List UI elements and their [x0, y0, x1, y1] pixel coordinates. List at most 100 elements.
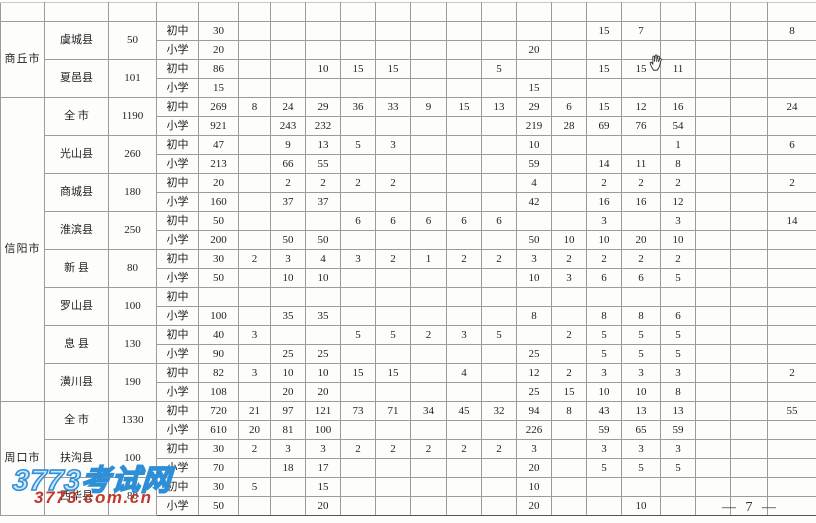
value-cell: 9 — [410, 96, 447, 117]
value-cell — [767, 77, 816, 98]
value-cell — [238, 229, 271, 250]
total-cell: 80 — [108, 476, 157, 516]
value-cell — [551, 20, 587, 41]
level-cell: 小学 — [156, 305, 199, 326]
value-cell — [767, 229, 816, 250]
value-cell: 25 — [516, 381, 552, 402]
table-row: 小学 200 50 50 50 10 10 20 10 — [1, 229, 816, 250]
value-cell — [695, 248, 731, 269]
value-cell — [767, 457, 816, 478]
total-cell: 180 — [108, 172, 157, 212]
value-cell — [340, 267, 376, 288]
value-cell: 720 — [198, 400, 239, 421]
table-cell — [305, 2, 341, 22]
level-cell: 小学 — [156, 229, 199, 250]
value-cell — [446, 495, 482, 516]
value-cell: 2 — [481, 438, 517, 459]
value-cell — [340, 381, 376, 402]
value-cell — [551, 419, 587, 440]
value-cell: 59 — [586, 419, 622, 440]
table-cell — [156, 2, 199, 22]
value-cell: 59 — [516, 153, 552, 174]
value-cell: 10 — [270, 362, 306, 383]
total-cell: 100 — [108, 438, 157, 478]
value-cell: 20 — [238, 419, 271, 440]
value-cell: 2 — [375, 438, 411, 459]
value-cell — [586, 77, 622, 98]
level-cell: 初中 — [156, 362, 199, 383]
value-cell — [481, 77, 517, 98]
value-cell — [695, 343, 731, 364]
value-cell — [270, 58, 306, 79]
value-cell: 15 — [375, 58, 411, 79]
value-cell — [238, 457, 271, 478]
value-cell — [730, 267, 768, 288]
level-cell: 小学 — [156, 495, 199, 516]
value-cell — [238, 191, 271, 212]
value-cell: 3 — [586, 438, 622, 459]
value-cell — [340, 39, 376, 60]
value-cell: 5 — [660, 343, 696, 364]
value-cell: 4 — [516, 172, 552, 193]
value-cell — [375, 267, 411, 288]
value-cell: 8 — [586, 305, 622, 326]
value-cell — [767, 343, 816, 364]
value-cell — [660, 286, 696, 307]
value-cell: 47 — [198, 134, 239, 155]
value-cell — [481, 172, 517, 193]
value-cell: 15 — [340, 58, 376, 79]
value-cell: 2 — [621, 248, 661, 269]
county-cell: 夏邑县 — [44, 58, 109, 98]
value-cell: 55 — [767, 400, 816, 421]
table-row: 周口市全 市 1330 初中 720 21 97 121 73 71 34 45 32 94 8 43 13 1… — [0, 400, 816, 516]
value-cell — [695, 381, 731, 402]
value-cell: 10 — [516, 476, 552, 497]
value-cell: 6 — [586, 267, 622, 288]
value-cell: 8 — [767, 20, 816, 41]
county-cell: 息 县 — [44, 324, 109, 364]
value-cell: 5 — [586, 324, 622, 345]
value-cell: 5 — [660, 324, 696, 345]
table-cell — [270, 2, 306, 22]
value-cell — [340, 476, 376, 497]
value-cell: 29 — [516, 96, 552, 117]
level-cell: 小学 — [156, 115, 199, 136]
value-cell — [481, 476, 517, 497]
value-cell — [551, 438, 587, 459]
city-cell: 信阳市 — [0, 96, 45, 402]
value-cell: 36 — [340, 96, 376, 117]
value-cell: 50 — [198, 210, 239, 231]
value-cell: 20 — [516, 495, 552, 516]
value-cell: 73 — [340, 400, 376, 421]
value-cell: 6 — [660, 305, 696, 326]
value-cell — [446, 381, 482, 402]
level-cell: 小学 — [156, 343, 199, 364]
value-cell: 5 — [340, 324, 376, 345]
table-row: 小学 108 20 20 25 15 10 10 8 — [1, 381, 816, 402]
value-cell: 2 — [586, 172, 622, 193]
level-cell: 初中 — [156, 210, 199, 231]
value-cell — [695, 419, 731, 440]
value-cell: 13 — [481, 96, 517, 117]
value-cell — [340, 457, 376, 478]
value-cell — [767, 248, 816, 269]
county-cell: 光山县 — [44, 134, 109, 174]
value-cell: 15 — [340, 362, 376, 383]
level-cell: 初中 — [156, 172, 199, 193]
value-cell — [695, 400, 731, 421]
value-cell: 3 — [446, 324, 482, 345]
value-cell — [586, 134, 622, 155]
total-cell: 1190 — [108, 96, 157, 136]
value-cell: 2 — [340, 172, 376, 193]
value-cell — [621, 210, 661, 231]
table-cell — [660, 2, 696, 22]
value-cell — [767, 39, 816, 60]
value-cell: 50 — [516, 229, 552, 250]
table-cell — [198, 2, 239, 22]
value-cell — [340, 77, 376, 98]
value-cell — [305, 77, 341, 98]
value-cell — [551, 210, 587, 231]
value-cell: 2 — [551, 324, 587, 345]
value-cell — [695, 305, 731, 326]
county-cell: 商城县 — [44, 172, 109, 212]
